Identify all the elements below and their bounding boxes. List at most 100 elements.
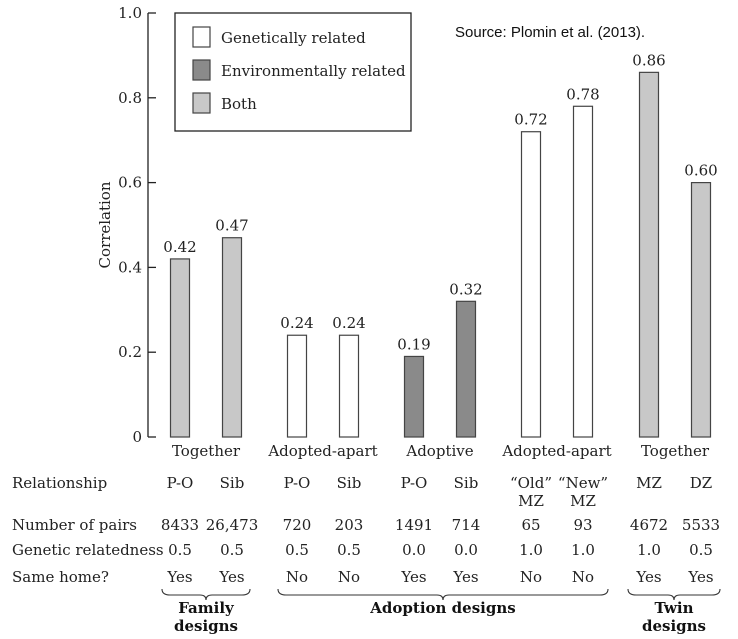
same-home-cell: Yes	[166, 568, 192, 586]
category-group-label: Adopted-apart	[501, 442, 611, 460]
same-home-cell: Yes	[452, 568, 478, 586]
relationship-cell: Sib	[454, 474, 479, 492]
y-tick-label: 0.6	[118, 174, 142, 192]
relationship-cell: P-O	[167, 474, 194, 492]
bar	[638, 71, 660, 438]
legend-label: Genetically related	[221, 29, 366, 47]
bar-value-label: 0.78	[566, 85, 599, 103]
relationship-cell: “New”	[558, 474, 608, 492]
same-home-cell: Yes	[687, 568, 713, 586]
bar	[690, 182, 712, 438]
number-of-pairs-cell: 65	[521, 516, 540, 534]
y-tick-label: 1.0	[118, 4, 142, 22]
table-row-label: Genetic relatedness	[12, 541, 164, 559]
design-group-label: Adoption designs	[369, 599, 515, 617]
legend-box	[174, 12, 412, 132]
number-of-pairs-cell: 720	[283, 516, 312, 534]
genetic-relatedness-cell: 0.0	[402, 541, 426, 559]
design-group-brace	[161, 588, 251, 601]
bar	[520, 131, 542, 438]
y-tick-label: 0	[132, 428, 142, 446]
legend: Genetically related Environmentally relat…	[174, 12, 412, 132]
bar	[455, 300, 477, 438]
data-table: Relationship Number of pairs Genetic relat…	[12, 474, 721, 635]
same-home-cell: No	[286, 568, 308, 586]
category-group-label: Together	[172, 442, 241, 460]
y-tick-label: 0.8	[118, 89, 142, 107]
genetic-relatedness-cell: 0.0	[454, 541, 478, 559]
bar	[286, 334, 308, 438]
legend-label: Environmentally related	[221, 62, 406, 80]
bar	[403, 355, 425, 438]
same-home-cell: Yes	[635, 568, 661, 586]
table-row-label: Relationship	[12, 474, 107, 492]
number-of-pairs-cell: 714	[452, 516, 481, 534]
genetic-relatedness-cell: 0.5	[285, 541, 309, 559]
genetic-relatedness-cell: 0.5	[220, 541, 244, 559]
design-group-label: designs	[174, 617, 238, 635]
bar-value-label: 0.19	[397, 335, 430, 353]
number-of-pairs-cell: 1491	[395, 516, 433, 534]
legend-swatch	[192, 92, 211, 114]
bar	[572, 105, 594, 438]
same-home-cell: Yes	[218, 568, 244, 586]
same-home-cell: No	[338, 568, 360, 586]
category-group-label: Together	[641, 442, 710, 460]
table-row-label: Same home?	[12, 568, 109, 586]
bar-value-label: 0.42	[163, 238, 196, 256]
genetic-relatedness-cell: 0.5	[168, 541, 192, 559]
number-of-pairs-cell: 4672	[630, 516, 668, 534]
number-of-pairs-cell: 203	[335, 516, 364, 534]
genetic-relatedness-cell: 0.5	[337, 541, 361, 559]
number-of-pairs-cell: 5533	[682, 516, 720, 534]
table-row-label: Number of pairs	[12, 516, 137, 534]
bar-value-label: 0.32	[449, 280, 482, 298]
relationship-cell: “Old”	[510, 474, 552, 492]
relationship-cell: P-O	[401, 474, 428, 492]
bar-value-label: 0.60	[684, 162, 717, 180]
bars-layer	[169, 71, 712, 438]
y-axis-label: Correlation	[96, 181, 114, 268]
same-home-cell: Yes	[400, 568, 426, 586]
relationship-cell: DZ	[690, 474, 712, 492]
bar-value-label: 0.86	[632, 51, 665, 69]
bar-value-label: 0.24	[280, 314, 313, 332]
relationship-cell: MZ	[570, 492, 596, 510]
category-group-label: Adoptive	[405, 442, 473, 460]
genetic-relatedness-cell: 0.5	[689, 541, 713, 559]
y-tick-label: 0.4	[118, 258, 142, 276]
bar	[169, 258, 191, 438]
source-note: Source: Plomin et al. (2013).	[455, 24, 645, 41]
legend-swatch	[192, 59, 211, 81]
axes: 0 0.2 0.4 0.6 0.8 1.0 Correlation	[96, 4, 156, 446]
design-group-brace	[627, 588, 721, 601]
category-group-label: Adopted-apart	[267, 442, 377, 460]
design-group-label: Family	[178, 599, 235, 617]
bar	[221, 237, 243, 438]
relationship-cell: MZ	[636, 474, 662, 492]
same-home-cell: No	[572, 568, 594, 586]
y-tick-label: 0.2	[118, 343, 142, 361]
genetic-relatedness-cell: 1.0	[571, 541, 595, 559]
labels-layer: 0.42 0.47 0.24 0.24 0.19 0.32 0.72 0.78 0.86 0.60…	[163, 51, 717, 460]
bar-value-label: 0.47	[215, 217, 248, 235]
number-of-pairs-cell: 93	[573, 516, 592, 534]
number-of-pairs-cell: 8433	[161, 516, 199, 534]
genetic-relatedness-cell: 1.0	[519, 541, 543, 559]
bar	[338, 334, 360, 438]
relationship-cell: P-O	[284, 474, 311, 492]
relationship-cell: MZ	[518, 492, 544, 510]
design-group-label: designs	[642, 617, 706, 635]
bar-value-label: 0.24	[332, 314, 365, 332]
bar-value-label: 0.72	[514, 111, 547, 129]
design-group-brace	[277, 588, 609, 601]
number-of-pairs-cell: 26,473	[206, 516, 259, 534]
same-home-cell: No	[520, 568, 542, 586]
legend-swatch	[192, 26, 211, 48]
design-group-label: Twin	[654, 599, 693, 617]
relationship-cell: Sib	[220, 474, 245, 492]
relationship-cell: Sib	[337, 474, 362, 492]
legend-label: Both	[221, 95, 257, 113]
genetic-relatedness-cell: 1.0	[637, 541, 661, 559]
